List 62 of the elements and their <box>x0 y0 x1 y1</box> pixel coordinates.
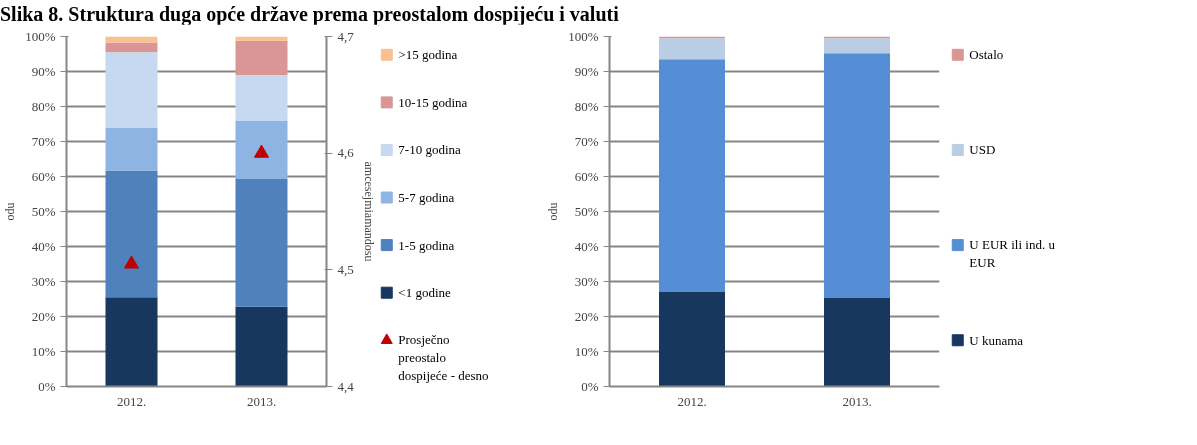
x-tick-label: 2013. <box>842 393 872 409</box>
y2-tick-label: 4,5 <box>337 261 354 277</box>
legend-label: >15 godina <box>398 47 458 63</box>
y-tick-label: 10% <box>31 344 56 359</box>
chart-title: Slika 8. Struktura duga opće države prema preostalom dospijeću i valuti <box>0 2 619 28</box>
legend-label: Ostalo <box>969 47 1004 63</box>
y-tick-label: 40% <box>574 239 599 254</box>
bar <box>235 40 288 75</box>
x-tick-label: 2012. <box>677 393 707 409</box>
y-tick-label: 100% <box>568 29 599 44</box>
y-tick-label: 0% <box>581 379 599 394</box>
legend-label: <1 godine <box>398 285 451 301</box>
y-axis-title: odu <box>3 202 18 221</box>
y-tick-label: 60% <box>574 169 599 184</box>
y-tick-label: 0% <box>38 379 56 394</box>
y-tick-label: 20% <box>31 309 56 324</box>
bar <box>824 297 890 387</box>
y-tick-label: 30% <box>31 274 56 289</box>
y-tick-label: 40% <box>31 239 56 254</box>
y-tick-label: 70% <box>31 134 56 149</box>
bar <box>105 42 158 53</box>
y-tick-label: 50% <box>31 204 56 219</box>
y-tick-label: 10% <box>574 344 599 359</box>
legend-label: U kunama <box>969 332 1024 348</box>
bar <box>659 292 725 387</box>
bar <box>659 59 725 292</box>
legend-label: 5-7 godina <box>398 190 455 206</box>
y-tick-label: 30% <box>574 274 599 289</box>
y2-axis-title: amcesejmiamandosu <box>361 161 376 262</box>
y-tick-label: 80% <box>574 99 599 114</box>
bar <box>235 306 288 387</box>
y-tick-label: 100% <box>25 29 56 44</box>
y2-tick-label: 4,7 <box>337 28 355 44</box>
bar <box>659 38 725 60</box>
legend-label: 7-10 godina <box>398 142 461 158</box>
bar <box>105 297 158 387</box>
bar <box>235 120 288 179</box>
bar <box>105 52 158 128</box>
y-tick-label: 50% <box>574 204 599 219</box>
y-tick-label: 60% <box>31 169 56 184</box>
bar <box>235 178 288 307</box>
legend-label: USD <box>969 142 996 158</box>
y2-tick-label: 4,6 <box>337 145 355 161</box>
legend-label: 1-5 godina <box>398 237 455 253</box>
bar <box>235 75 288 121</box>
legend-label: Prosječno preostalo dospijeće - desno <box>398 332 489 384</box>
y-tick-label: 90% <box>574 64 599 79</box>
bar <box>824 38 890 54</box>
bar <box>824 53 890 298</box>
legend-label: 10-15 godina <box>398 94 468 110</box>
y-tick-label: 20% <box>574 309 599 324</box>
y-tick-label: 70% <box>574 134 599 149</box>
legend-label: U EUR ili ind. u EUR <box>969 237 1056 271</box>
x-tick-label: 2013. <box>246 393 277 409</box>
y2-tick-label: 4,4 <box>337 378 355 394</box>
bar <box>235 36 288 41</box>
bar <box>105 170 158 298</box>
x-tick-label: 2012. <box>116 393 147 409</box>
y-tick-label: 80% <box>31 99 56 114</box>
y-axis-title: odu <box>546 202 561 221</box>
bar <box>105 127 158 171</box>
y-tick-label: 90% <box>31 64 56 79</box>
